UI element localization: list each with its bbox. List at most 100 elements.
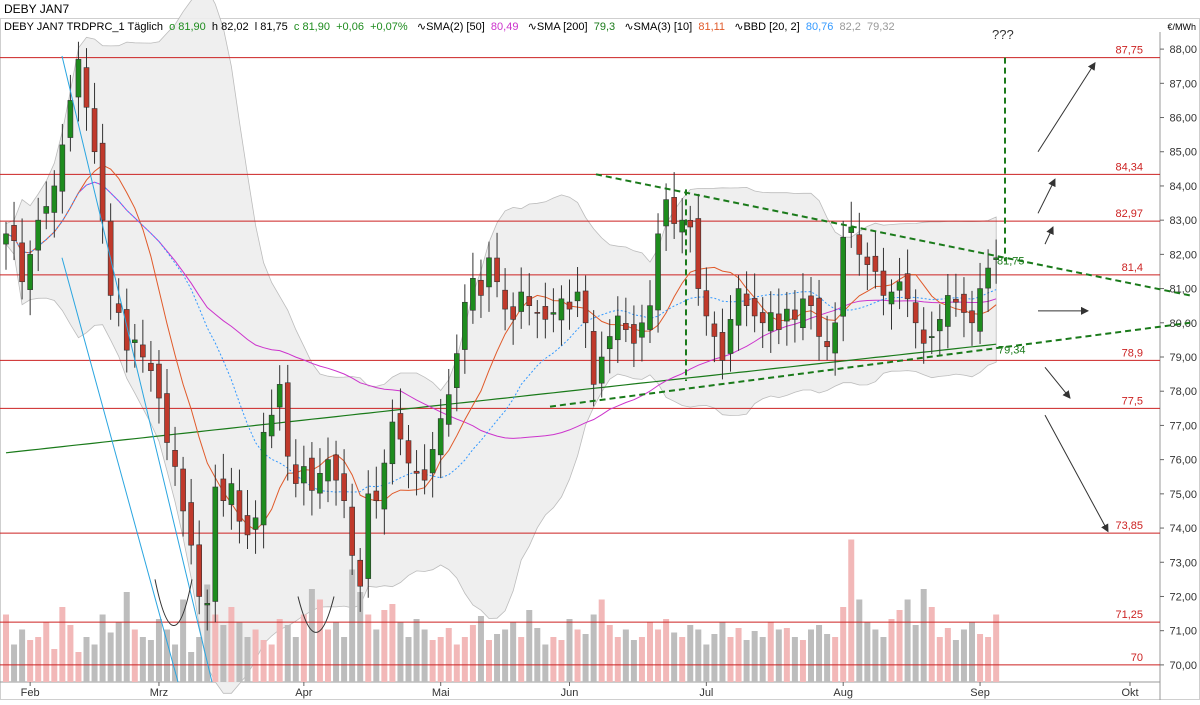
candle-body — [341, 473, 347, 501]
channel-line-lower — [61, 257, 179, 683]
volume-bar — [204, 584, 211, 682]
volume-bar — [526, 610, 533, 682]
volume-bar — [405, 637, 412, 682]
volume-bar — [864, 622, 871, 682]
change-pct-value: +0,07% — [370, 21, 408, 33]
y-tick-label: 81,00 — [1169, 284, 1197, 296]
candle-body — [671, 197, 677, 224]
y-tick-label: 82,00 — [1169, 249, 1197, 261]
volume-bar — [936, 637, 943, 682]
candle-body — [775, 313, 782, 330]
open-value: o 81,90 — [169, 21, 206, 33]
volume-bar — [872, 629, 879, 682]
candle-body — [856, 234, 863, 255]
x-tick-label: Sep — [970, 687, 990, 699]
volume-bar — [27, 640, 34, 682]
volume-bar — [131, 629, 138, 682]
candle-body — [196, 544, 202, 597]
volume-bar — [558, 640, 565, 682]
candle-body — [373, 490, 380, 501]
volume-bar — [244, 637, 251, 682]
candle-body — [598, 356, 605, 384]
candle-body — [719, 332, 726, 361]
volume-bar — [960, 629, 967, 682]
volume-bar — [502, 629, 509, 682]
candle-body — [727, 319, 734, 354]
volume-bar — [83, 637, 90, 682]
candle-body — [792, 309, 798, 320]
bottom-arc-2 — [297, 596, 335, 633]
scenario-arrow — [1037, 178, 1056, 214]
volume-bar — [824, 634, 831, 682]
volume-bar — [3, 614, 9, 682]
volume-bar — [703, 644, 710, 682]
level-label: 87,75 — [1115, 45, 1143, 57]
y-tick-label: 78,00 — [1169, 386, 1197, 398]
sma200-line — [5, 343, 997, 454]
volume-bar — [759, 637, 766, 682]
volume-bar — [252, 629, 259, 682]
question-label: ??? — [992, 27, 1014, 42]
sma200-value: 79,3 — [593, 21, 616, 33]
candle-body — [59, 144, 66, 192]
volume-bar — [848, 539, 855, 682]
volume-bar — [228, 607, 235, 682]
volume-bar — [598, 599, 605, 682]
volume-bar — [630, 640, 637, 682]
bbd-label: BBD [20, 2] — [743, 21, 800, 33]
volume-bar — [993, 614, 1000, 682]
volume-bar — [349, 569, 356, 682]
candle-body — [140, 344, 146, 358]
volume-bar — [107, 632, 114, 682]
candle-body — [67, 100, 74, 138]
y-tick-label: 72,00 — [1169, 591, 1197, 603]
trend-line-lower — [549, 321, 1191, 408]
volume-bar — [316, 599, 323, 682]
volume-bar — [590, 614, 597, 682]
candle-body — [260, 431, 267, 526]
candle-body — [808, 295, 814, 306]
candle-body — [663, 199, 669, 227]
y-tick-label: 86,00 — [1169, 113, 1197, 125]
candle-body — [429, 449, 436, 474]
sma50-icon: ∿ — [416, 21, 427, 33]
candle-body — [920, 329, 927, 344]
unit-label: €/MWh — [1167, 22, 1196, 32]
volume-bar — [453, 644, 460, 682]
sma50-value: 80,49 — [490, 21, 519, 33]
volume-bar — [856, 599, 863, 682]
y-tick-label: 74,00 — [1169, 523, 1197, 535]
candle-body — [824, 341, 830, 348]
volume-bar — [985, 637, 992, 682]
candle-body — [494, 257, 500, 283]
sma10-line — [5, 164, 997, 531]
candle-body — [945, 295, 951, 327]
chart-title: DEBY JAN7 — [4, 2, 70, 16]
scenario-arrow — [1037, 61, 1096, 153]
sma50-label: SMA(2) [50] — [426, 21, 485, 33]
candle-body — [413, 470, 420, 474]
candle-body — [606, 336, 613, 350]
y-tick-label: 75,00 — [1169, 489, 1197, 501]
volume-bar — [357, 592, 364, 682]
candle-body — [953, 298, 959, 303]
candle-body — [566, 301, 573, 310]
level-label: 71,25 — [1115, 609, 1143, 621]
y-tick-label: 73,00 — [1169, 557, 1197, 569]
scenario-arrow — [1044, 226, 1054, 245]
candle-body — [91, 108, 98, 153]
low-value: l 81,75 — [254, 21, 288, 33]
volume-bar — [486, 640, 492, 682]
candle-body — [912, 302, 919, 324]
volume-bar — [767, 622, 774, 682]
candle-body — [204, 603, 211, 606]
instrument-label: DEBY JAN7 TRDPRC_1 Täglich — [4, 21, 163, 33]
volume-bar — [711, 634, 718, 682]
volume-bar — [91, 644, 98, 682]
y-tick-label: 87,00 — [1169, 78, 1197, 90]
volume-bar — [687, 625, 694, 682]
scenario-arrow — [1044, 414, 1109, 533]
y-tick-label: 88,00 — [1169, 44, 1197, 56]
